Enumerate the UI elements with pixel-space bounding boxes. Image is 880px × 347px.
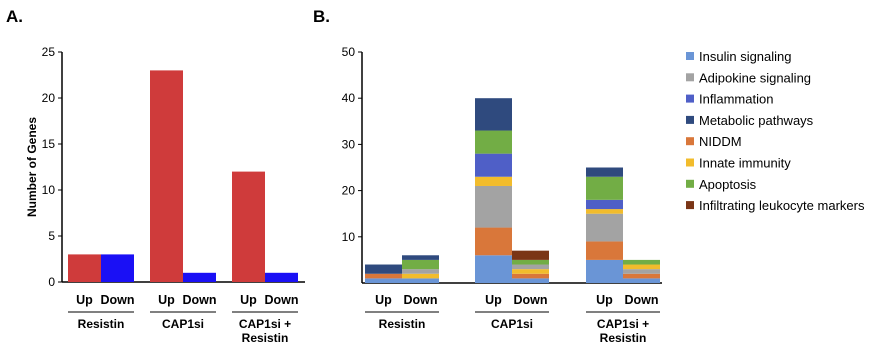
bar-sublabel: Down xyxy=(403,293,437,307)
bar-segment xyxy=(512,259,549,265)
bar-segment xyxy=(512,273,549,279)
bar-segment xyxy=(512,250,549,260)
bar-segment xyxy=(365,273,402,279)
bar-segment xyxy=(623,269,660,274)
legend-label: Inflammation xyxy=(699,92,773,107)
bar-segment xyxy=(475,227,512,256)
bar xyxy=(232,171,265,282)
panel-b-label: B. xyxy=(313,7,330,26)
group-label: CAP1si xyxy=(162,317,204,331)
bar-segment xyxy=(586,241,623,260)
group-label: CAP1si xyxy=(491,317,533,331)
y-tick-label: 40 xyxy=(342,91,356,105)
bar-segment xyxy=(402,259,439,270)
bar-segment xyxy=(402,278,439,283)
legend-swatch xyxy=(686,73,694,82)
bar-segment xyxy=(475,130,512,154)
legend-swatch xyxy=(686,115,694,124)
bar-segment xyxy=(475,255,512,283)
legend-label: Insulin signaling xyxy=(699,49,792,64)
group-label: Resistin xyxy=(242,331,289,345)
bar-segment xyxy=(512,278,549,283)
bar xyxy=(265,272,298,282)
legend-swatch xyxy=(686,201,694,210)
bar xyxy=(101,254,134,282)
y-tick-label: 5 xyxy=(48,229,55,243)
bar-sublabel: Down xyxy=(182,293,216,307)
bar-segment xyxy=(512,264,549,270)
y-tick-label: 0 xyxy=(48,275,55,289)
bar xyxy=(150,70,183,283)
bar-sublabel: Down xyxy=(100,293,134,307)
bar xyxy=(68,254,101,282)
panel-a-label: A. xyxy=(6,7,23,26)
bar-sublabel: Down xyxy=(513,293,547,307)
legend-label: Adipokine signaling xyxy=(699,70,811,85)
bar-segment xyxy=(475,185,512,228)
bar-segment xyxy=(402,255,439,260)
legend-swatch xyxy=(686,158,694,167)
bar xyxy=(183,272,216,282)
legend-swatch xyxy=(686,179,694,188)
bar-segment xyxy=(475,153,512,177)
bar-sublabel: Down xyxy=(264,293,298,307)
bar-segment xyxy=(586,176,623,200)
group-label: CAP1si + xyxy=(239,317,291,331)
bar-sublabel: Up xyxy=(596,293,613,307)
y-tick-label: 50 xyxy=(342,45,356,59)
legend-label: Apoptosis xyxy=(699,177,757,192)
bar-segment xyxy=(586,199,623,210)
y-tick-label: 20 xyxy=(42,91,56,105)
group-label: Resistin xyxy=(379,317,426,331)
bar-segment xyxy=(586,213,623,242)
bar-segment xyxy=(586,167,623,177)
y-tick-label: 10 xyxy=(42,183,56,197)
chart-b: 10 20 30 40 50 Up Down Resistin Up Down CAP1si Up Do… xyxy=(342,45,865,345)
bar-segment xyxy=(402,269,439,274)
legend-label: Metabolic pathways xyxy=(699,113,814,128)
bar-sublabel: Up xyxy=(76,293,93,307)
legend-label: NIDDM xyxy=(699,134,742,149)
y-axis-title: Number of Genes xyxy=(25,117,39,217)
bar-segment xyxy=(512,269,549,274)
bar-segment xyxy=(623,273,660,279)
y-tick-label: 10 xyxy=(342,230,356,244)
bar-segment xyxy=(402,273,439,279)
bar-segment xyxy=(586,259,623,283)
bar-sublabel: Up xyxy=(375,293,392,307)
bar-segment xyxy=(586,209,623,214)
bar-segment xyxy=(475,176,512,186)
bar-sublabel: Up xyxy=(485,293,502,307)
bar-segment xyxy=(623,259,660,265)
bar-segment xyxy=(365,264,402,274)
legend-label: Innate immunity xyxy=(699,156,791,171)
bar-sublabel: Up xyxy=(158,293,175,307)
group-label: CAP1si + xyxy=(597,317,649,331)
chart-a: 0 5 10 15 20 25 Number of Genes Up Down Resistin U… xyxy=(25,45,305,345)
bar-sublabel: Down xyxy=(624,293,658,307)
legend-swatch xyxy=(686,94,694,103)
group-label: Resistin xyxy=(78,317,125,331)
bar-segment xyxy=(365,278,402,283)
legend-label: Infiltrating leukocyte markers xyxy=(699,198,865,213)
legend-swatch xyxy=(686,52,694,60)
bar-segment xyxy=(475,98,512,131)
y-tick-label: 20 xyxy=(342,184,356,198)
bar-segment xyxy=(623,264,660,270)
y-tick-label: 30 xyxy=(342,137,356,151)
bar-sublabel: Up xyxy=(240,293,257,307)
y-tick-label: 15 xyxy=(42,137,56,151)
legend-swatch xyxy=(686,137,694,146)
group-label: Resistin xyxy=(600,331,647,345)
y-tick-label: 25 xyxy=(42,45,56,59)
bar-segment xyxy=(623,278,660,283)
